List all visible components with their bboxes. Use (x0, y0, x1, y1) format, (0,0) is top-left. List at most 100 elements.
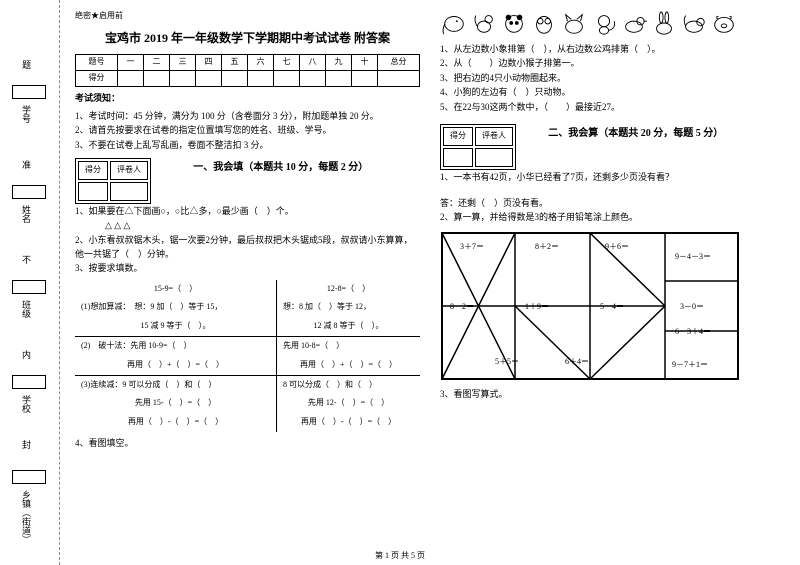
margin-box (12, 85, 46, 99)
score-header: 一 (118, 54, 144, 70)
b-question-1: 1、一本书有42页，小华已经看了7页，还剩多少页没有看？ (440, 170, 785, 184)
margin-dash: 封 (20, 440, 33, 449)
grid-cell: 6＋4＝ (565, 356, 589, 369)
color-grid-figure: 3＋7＝ 8＋2＝ 9＋6＝ 9－4－3＝ 8－2＝ 1＋9＝ 5－4＝ 3－0… (440, 231, 740, 381)
rabbit-icon (650, 10, 678, 36)
pt-cell: 先用 10-8=（ ） (277, 337, 421, 356)
exam-title: 宝鸡市 2019 年一年级数学下学期期中考试试卷 附答案 (75, 29, 420, 48)
notice-item: 3、不要在试卷上乱写乱画，卷面不整洁扣 3 分。 (75, 138, 420, 152)
score-header: 七 (274, 54, 300, 70)
pt-cell: 再用（ ）-（ ）=（ ） (277, 413, 421, 432)
score-header: 四 (196, 54, 222, 70)
score-label: 得分 (443, 127, 473, 146)
page-footer: 第 1 页 共 5 页 (0, 550, 800, 561)
margin-dash: 准 (20, 160, 33, 169)
pt-cell: 先用 12-（ ）=（ ） (277, 394, 421, 413)
margin-label: 乡镇（街道） (20, 490, 33, 544)
grid-cell: 8＋2＝ (535, 241, 559, 254)
margin-box (12, 375, 46, 389)
question-2: 2、小东看叔叔锯木头，锯一次要2分钟，最后叔叔把木头锯成5段，叔叔请小东算算，他… (75, 233, 420, 262)
score-label: 得分 (78, 161, 108, 180)
grid-cell: 9－4－3＝ (675, 251, 711, 264)
margin-dash: 题 (20, 60, 33, 69)
r-question-3: 3、把右边的4只小动物圈起来。 (440, 71, 785, 85)
grid-cell: 6－3＋4＝ (675, 326, 711, 339)
margin-label: 学号 (20, 105, 33, 123)
b-question-3: 3、看图写算式。 (440, 387, 785, 401)
score-header: 十 (352, 54, 378, 70)
notice-title: 考试须知： (75, 91, 420, 105)
pt-cell: (3)连续减：9 可以分成（ ）和（ ） (75, 375, 277, 394)
grid-cell: 8－2＝ (450, 301, 474, 314)
margin-dash: 不 (20, 255, 33, 264)
score-header: 总分 (378, 54, 420, 70)
monkey-icon (590, 10, 618, 36)
binding-margin: 乡镇（街道） 封 学校 内 班级 不 姓名 准 学号 题 (0, 0, 60, 565)
dog-icon (680, 10, 708, 36)
margin-box (12, 470, 46, 484)
b-question-1-answer: 答：还剩（ ）页没有看。 (440, 196, 785, 210)
score-header: 五 (222, 54, 248, 70)
score-header: 三 (170, 54, 196, 70)
pt-cell: 15-9=（ ） (75, 280, 277, 299)
owl-icon (530, 10, 558, 36)
grid-cell: 3－0＝ (680, 301, 704, 314)
margin-label: 学校 (20, 395, 33, 413)
elephant-icon (440, 10, 468, 36)
score-row-label: 得分 (76, 70, 118, 86)
pt-cell: 再用（ ）+（ ）=（ ） (75, 356, 277, 375)
pt-cell: (1)想加算减： 想：9 加（ ）等于 15， (75, 298, 277, 317)
grid-cell: 1＋9＝ (525, 301, 549, 314)
cat-icon (560, 10, 588, 36)
r-question-4: 4、小狗的左边有（ ）只动物。 (440, 85, 785, 99)
content-area: 绝密★启用前 宝鸡市 2019 年一年级数学下学期期中考试试卷 附答案 题号 一… (60, 0, 800, 565)
section-1-title: 一、我会填（本题共 10 分，每题 2 分） (193, 160, 368, 176)
b-question-2: 2、算一算，并给得数是3的格子用铅笔涂上颜色。 (440, 210, 785, 224)
score-header: 六 (248, 54, 274, 70)
rooster-icon (470, 10, 498, 36)
score-header: 题号 (76, 54, 118, 70)
margin-dash: 内 (20, 350, 33, 359)
pt-cell: 15 减 9 等于（ ）。 (75, 317, 277, 336)
section-score-box: 得分 评卷人 (75, 158, 151, 204)
grid-cell: 3＋7＝ (460, 241, 484, 254)
pt-cell: 12-8=（ ） (277, 280, 421, 299)
question-1: 1、如果要在△下面画○，○比△多，○最少画（ ）个。 (75, 204, 420, 218)
score-header: 八 (300, 54, 326, 70)
pt-cell: 再用（ ）+（ ）=（ ） (277, 356, 421, 375)
pt-cell: 8 可以分成（ ）和（ ） (277, 375, 421, 394)
r-question-1: 1、从左边数小象排第（ ），从右边数公鸡排第（ ）。 (440, 42, 785, 56)
score-header: 九 (326, 54, 352, 70)
grader-label: 评卷人 (110, 161, 148, 180)
grid-cell: 5－4＝ (600, 301, 624, 314)
r-question-2: 2、从（ ）边数小猴子排第一。 (440, 56, 785, 70)
problem-3-table: 15-9=（ ） 12-8=（ ） (1)想加算减： 想：9 加（ ）等于 15… (75, 280, 420, 432)
score-header: 二 (144, 54, 170, 70)
margin-label: 姓名 (20, 205, 33, 223)
question-4: 4、看图填空。 (75, 436, 420, 450)
section-2-title: 二、我会算（本题共 20 分，每题 5 分） (548, 126, 723, 142)
pig-icon (710, 10, 738, 36)
question-3: 3、按要求填数。 (75, 261, 420, 275)
notice-item: 1、考试时间：45 分钟，满分为 100 分（含卷面分 3 分），附加题单独 2… (75, 109, 420, 123)
duck-icon (620, 10, 648, 36)
grid-cell: 9＋6＝ (605, 241, 629, 254)
panda-icon (500, 10, 528, 36)
pt-cell: 先用 15-（ ）=（ ） (75, 394, 277, 413)
right-column: 1、从左边数小象排第（ ），从右边数公鸡排第（ ）。 2、从（ ）边数小猴子排第… (440, 10, 785, 545)
margin-label: 班级 (20, 300, 33, 318)
left-column: 绝密★启用前 宝鸡市 2019 年一年级数学下学期期中考试试卷 附答案 题号 一… (75, 10, 420, 545)
section-score-box: 得分 评卷人 (440, 124, 516, 170)
animal-row (440, 10, 785, 36)
grid-cell: 9－7＋1＝ (672, 359, 708, 372)
grader-label: 评卷人 (475, 127, 513, 146)
triangle-row: △ △ △ (75, 218, 420, 232)
score-table: 题号 一 二 三 四 五 六 七 八 九 十 总分 得分 (75, 54, 420, 87)
grid-cell: 5＋5＝ (495, 356, 519, 369)
pt-cell: (2) 破十法：先用 10-9=（ ） (75, 337, 277, 356)
pt-cell: 想：8 加（ ）等于 12， (277, 298, 421, 317)
secret-label: 绝密★启用前 (75, 10, 420, 23)
margin-box (12, 185, 46, 199)
notice-item: 2、请首先按要求在试卷的指定位置填写您的姓名、班级、学号。 (75, 123, 420, 137)
r-question-5: 5、在22与30这两个数中，（ ）最接近27。 (440, 100, 785, 114)
